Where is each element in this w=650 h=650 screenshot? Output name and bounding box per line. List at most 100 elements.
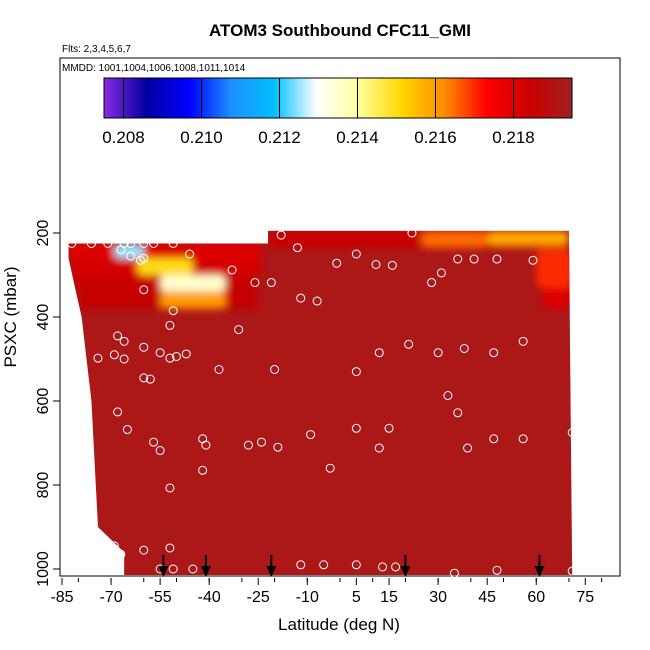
obs-point (122, 425, 132, 435)
x-tick-label: -25 (247, 589, 270, 606)
obs-point (135, 255, 145, 265)
dates-note: MMDD: 1001,1004,1006,1008,1011,1014 (62, 63, 246, 74)
obs-point (332, 258, 342, 268)
obs-point (453, 408, 463, 418)
observation-points (67, 228, 577, 578)
x-tick-label: 5 (352, 589, 361, 606)
chart-title: ATOM3 Southbound CFC11_GMI (209, 21, 471, 40)
obs-point (109, 350, 119, 360)
obs-point (492, 565, 502, 575)
x-tick-label: -40 (198, 589, 221, 606)
down-arrow-icon (266, 555, 277, 577)
x-axis: -85 -70 -55 -40 -25 -10 5 15 30 45 60 75 (50, 578, 603, 606)
obs-point (449, 568, 459, 578)
colorbar-tick-label: 0.210 (180, 128, 223, 147)
down-arrow-icon (200, 555, 211, 577)
y-tick-label: 600 (35, 388, 52, 415)
obs-point (168, 564, 178, 574)
flights-note: Flts: 2,3,4,5,6,7 (62, 44, 131, 55)
down-arrow-icon (400, 555, 411, 577)
obs-point (155, 348, 165, 358)
x-tick-label: 60 (527, 589, 545, 606)
obs-point (351, 249, 361, 259)
obs-point (567, 428, 577, 437)
obs-point (149, 239, 159, 248)
obs-point (113, 554, 123, 563)
field-cell (68, 243, 262, 259)
x-axis-label: Latitude (deg N) (278, 615, 400, 634)
obs-point (165, 353, 175, 363)
y-tick-label: 200 (35, 220, 52, 247)
obs-point (198, 465, 208, 475)
obs-point (100, 545, 110, 555)
obs-point (149, 437, 159, 447)
x-tick-label: -55 (149, 589, 172, 606)
x-tick-label: 30 (429, 589, 447, 606)
obs-point (155, 446, 165, 456)
obs-point (126, 239, 136, 248)
obs-point (306, 430, 316, 440)
obs-point (489, 434, 499, 444)
field-cell (542, 287, 573, 309)
obs-point (171, 351, 181, 361)
field-cell (487, 230, 569, 246)
obs-point (266, 278, 276, 288)
obs-point (378, 562, 388, 572)
obs-point (139, 239, 149, 248)
obs-point (453, 254, 463, 264)
data-field (68, 230, 573, 575)
y-axis-label: PSXC (mbar) (1, 266, 20, 367)
obs-point (459, 344, 469, 353)
obs-point (312, 296, 322, 306)
x-tick-label: -85 (50, 589, 73, 606)
obs-point (374, 348, 384, 358)
obs-point (201, 440, 211, 450)
obs-point (86, 239, 96, 248)
obs-point (567, 566, 577, 576)
obs-point (139, 545, 149, 555)
obs-point (404, 339, 414, 349)
down-arrow-icon (534, 555, 545, 577)
colorbar-tick-label: 0.208 (102, 128, 145, 147)
colorbar-tick-label: 0.214 (336, 128, 379, 147)
field-cell (536, 249, 573, 288)
obs-point (492, 254, 502, 264)
colorbar-tick-label: 0.216 (414, 128, 457, 147)
x-tick-label: -70 (99, 589, 122, 606)
obs-point (387, 260, 397, 270)
obs-point (351, 367, 361, 377)
obs-point (119, 336, 129, 346)
obs-point (139, 342, 149, 352)
obs-point (351, 560, 361, 570)
obs-point (257, 437, 267, 447)
obs-point (443, 391, 453, 401)
obs-point (407, 228, 417, 238)
field-cell (160, 275, 226, 292)
y-axis: 200 400 600 800 1000 (35, 220, 60, 587)
obs-point (168, 306, 178, 316)
x-tick-label: -10 (296, 589, 319, 606)
obs-point (518, 336, 528, 346)
obs-point (93, 353, 103, 363)
obs-point (371, 260, 381, 269)
obs-point (273, 442, 283, 452)
obs-point (463, 443, 473, 453)
aircraft-arrows (158, 555, 545, 577)
obs-point (436, 268, 446, 278)
obs-point (109, 541, 119, 551)
obs-point (296, 293, 306, 303)
obs-point (234, 325, 244, 335)
obs-point (139, 285, 149, 295)
obs-point (165, 483, 175, 493)
obs-point (181, 349, 191, 359)
colorbar-tick-label: 0.218 (492, 128, 535, 147)
obs-point (319, 560, 329, 570)
colorbar-ticks: 0.208 0.210 0.212 0.214 0.216 0.218 (102, 78, 535, 147)
obs-point (227, 265, 237, 275)
obs-point (243, 440, 253, 450)
obs-point (145, 374, 155, 384)
obs-point (188, 564, 198, 574)
obs-point (325, 463, 335, 473)
obs-point (116, 245, 126, 255)
